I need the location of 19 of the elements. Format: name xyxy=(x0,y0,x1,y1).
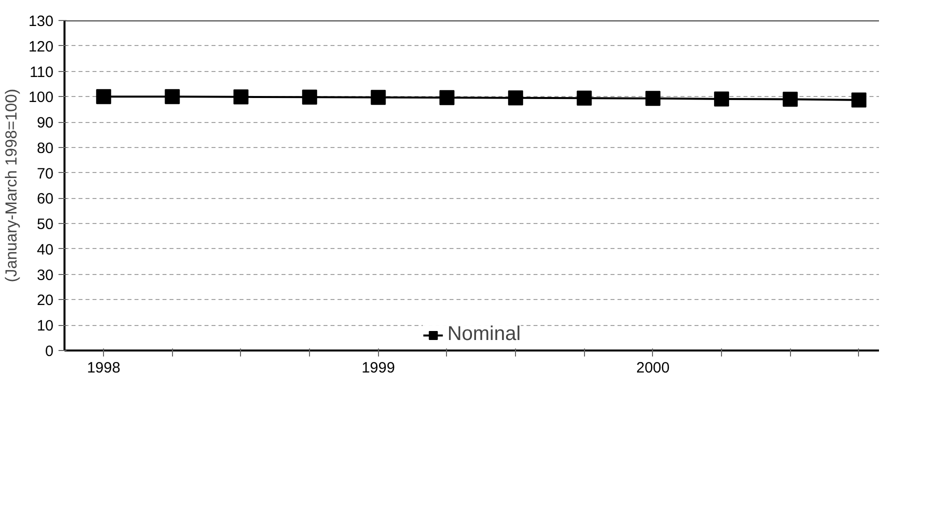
y-tick-label: 90 xyxy=(36,114,54,132)
x-tick-label: 1999 xyxy=(362,360,395,376)
y-tick-label: 100 xyxy=(28,89,54,106)
y-tick-label: 10 xyxy=(36,318,54,335)
x-tick-label: 1998 xyxy=(86,360,120,376)
x-tick-label: 2000 xyxy=(636,360,670,376)
y-axis-title: (January-March 1998=100) xyxy=(3,88,20,282)
y-tick-label: 60 xyxy=(36,190,54,208)
y-tick-label: 50 xyxy=(36,216,54,234)
y-tick-label: 30 xyxy=(36,266,54,284)
y-tick-label: 40 xyxy=(36,241,54,258)
y-tick-label: 130 xyxy=(28,13,54,30)
y-tick-label: 80 xyxy=(36,140,54,157)
y-tick-label: 110 xyxy=(30,64,54,81)
y-tick-label: 0 xyxy=(45,343,54,360)
y-tick-label: 20 xyxy=(36,292,54,310)
y-tick-label: 70 xyxy=(36,165,54,182)
legend-label: Nominal xyxy=(447,323,521,346)
y-tick-label: 120 xyxy=(28,38,54,56)
